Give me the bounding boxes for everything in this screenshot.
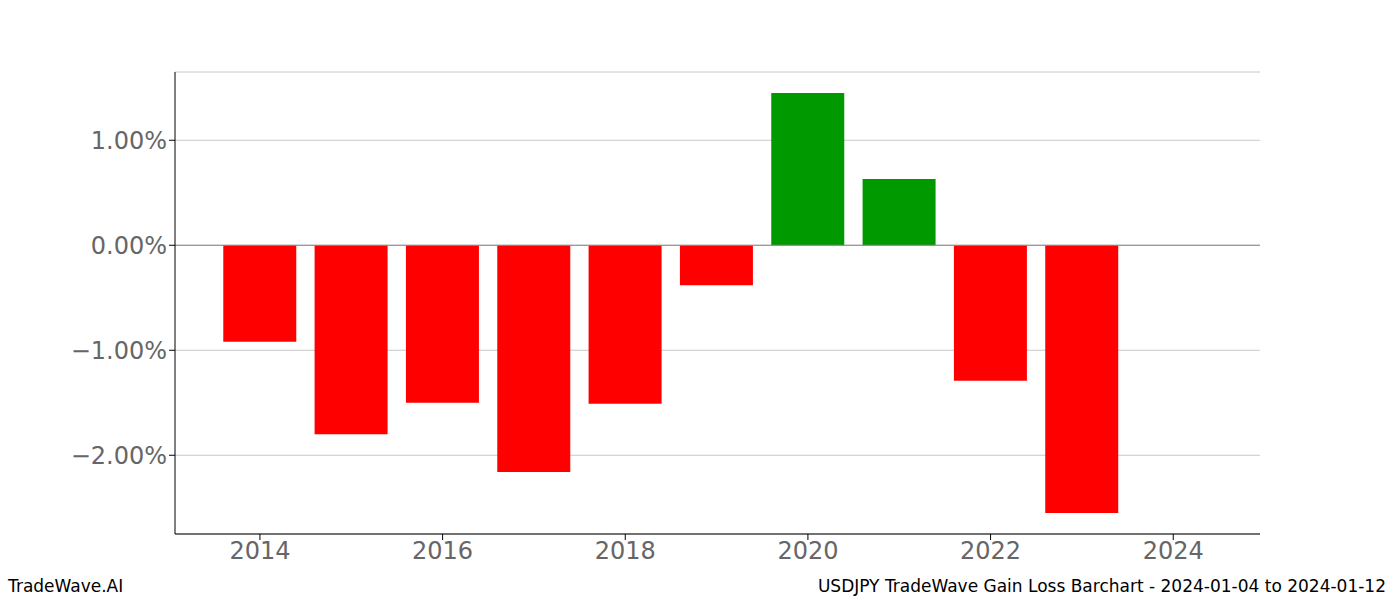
svg-text:2020: 2020 (777, 537, 838, 565)
svg-text:2022: 2022 (960, 537, 1021, 565)
svg-text:0.00%: 0.00% (91, 232, 167, 260)
svg-text:−1.00%: −1.00% (71, 337, 167, 365)
svg-text:2024: 2024 (1143, 537, 1204, 565)
html-text:TradeWave.AI: TradeWave.AI (8, 576, 124, 596)
svg-text:1.00%: 1.00% (91, 127, 167, 155)
svg-text:2016: 2016 (412, 537, 473, 565)
svg-text:−2.00%: −2.00% (71, 442, 167, 470)
html-text:USDJPY TradeWave Gain Loss Bar: USDJPY TradeWave Gain Loss Barchart - 20… (817, 576, 1386, 596)
svg-text:2018: 2018 (595, 537, 656, 565)
svg-text:2014: 2014 (229, 537, 290, 565)
